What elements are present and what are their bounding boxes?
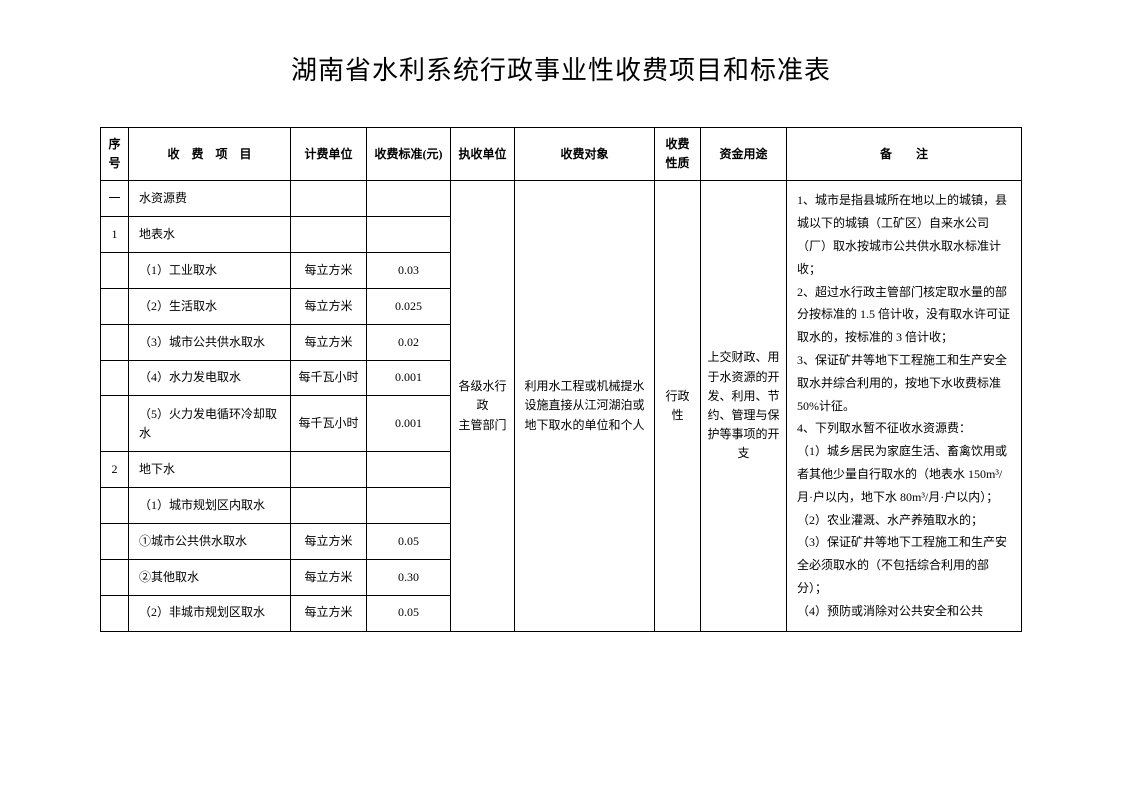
cell-seq — [101, 288, 129, 324]
cell-std — [367, 452, 451, 488]
cell-std: 0.001 — [367, 360, 451, 396]
col-seq: 序号 — [101, 128, 129, 181]
cell-std: 0.025 — [367, 288, 451, 324]
cell-unit: 每立方米 — [291, 559, 367, 595]
cell-item: 地下水 — [129, 452, 291, 488]
cell-std: 0.05 — [367, 595, 451, 631]
cell-exec: 各级水行政主管部门 — [451, 181, 515, 631]
cell-seq: 一 — [101, 181, 129, 217]
cell-unit: 每立方米 — [291, 253, 367, 289]
cell-unit: 每千瓦小时 — [291, 396, 367, 452]
cell-std: 0.02 — [367, 324, 451, 360]
cell-std: 0.30 — [367, 559, 451, 595]
cell-std — [367, 488, 451, 524]
cell-seq — [101, 559, 129, 595]
cell-unit — [291, 488, 367, 524]
cell-unit: 每立方米 — [291, 288, 367, 324]
cell-item: （2）非城市规划区取水 — [129, 595, 291, 631]
cell-item: ②其他取水 — [129, 559, 291, 595]
cell-item: 水资源费 — [129, 181, 291, 217]
cell-unit: 每千瓦小时 — [291, 360, 367, 396]
cell-std: 0.03 — [367, 253, 451, 289]
table-header-row: 序号 收 费 项 目 计费单位 收费标准(元) 执收单位 收费对象 收费性质 资… — [101, 128, 1022, 181]
cell-seq — [101, 324, 129, 360]
cell-seq: 1 — [101, 217, 129, 253]
cell-std: 0.05 — [367, 523, 451, 559]
cell-seq — [101, 523, 129, 559]
cell-seq — [101, 488, 129, 524]
cell-seq: 2 — [101, 452, 129, 488]
page-title: 湖南省水利系统行政事业性收费项目和标准表 — [100, 50, 1022, 87]
cell-unit: 每立方米 — [291, 523, 367, 559]
cell-seq — [101, 253, 129, 289]
cell-item: （1）城市规划区内取水 — [129, 488, 291, 524]
cell-std: 0.001 — [367, 396, 451, 452]
cell-seq — [101, 360, 129, 396]
col-use: 资金用途 — [701, 128, 787, 181]
cell-nat: 行政性 — [655, 181, 701, 631]
cell-seq — [101, 396, 129, 452]
cell-unit — [291, 181, 367, 217]
col-item: 收 费 项 目 — [129, 128, 291, 181]
cell-seq — [101, 595, 129, 631]
cell-unit: 每立方米 — [291, 595, 367, 631]
cell-std — [367, 217, 451, 253]
cell-obj: 利用水工程或机械提水设施直接从江河湖泊或地下取水的单位和个人 — [515, 181, 655, 631]
col-rem: 备 注 — [787, 128, 1022, 181]
cell-item: （5）火力发电循环冷却取水 — [129, 396, 291, 452]
cell-std — [367, 181, 451, 217]
cell-unit — [291, 452, 367, 488]
cell-unit: 每立方米 — [291, 324, 367, 360]
col-unit: 计费单位 — [291, 128, 367, 181]
col-obj: 收费对象 — [515, 128, 655, 181]
fee-standards-table: 序号 收 费 项 目 计费单位 收费标准(元) 执收单位 收费对象 收费性质 资… — [100, 127, 1022, 632]
cell-item: （1）工业取水 — [129, 253, 291, 289]
cell-unit — [291, 217, 367, 253]
cell-item: （3）城市公共供水取水 — [129, 324, 291, 360]
col-nat: 收费性质 — [655, 128, 701, 181]
table-row: 一 水资源费 各级水行政主管部门 利用水工程或机械提水设施直接从江河湖泊或地下取… — [101, 181, 1022, 217]
cell-use: 上交财政、用于水资源的开发、利用、节约、管理与保护等事项的开支 — [701, 181, 787, 631]
cell-item: （4）水力发电取水 — [129, 360, 291, 396]
cell-item: ①城市公共供水取水 — [129, 523, 291, 559]
col-exec: 执收单位 — [451, 128, 515, 181]
col-std: 收费标准(元) — [367, 128, 451, 181]
cell-item: 地表水 — [129, 217, 291, 253]
cell-remarks: 1、城市是指县城所在地以上的城镇，县城以下的城镇（工矿区）自来水公司（厂）取水按… — [787, 181, 1022, 631]
cell-item: （2）生活取水 — [129, 288, 291, 324]
